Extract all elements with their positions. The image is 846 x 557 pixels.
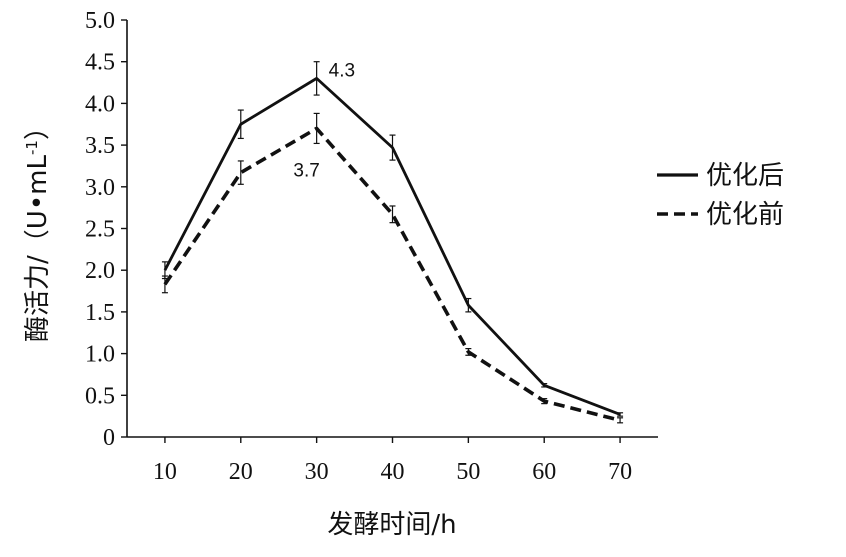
error-bar (465, 347, 472, 356)
y-tick-label: 1.0 (85, 342, 115, 368)
data-label: 3.7 (293, 160, 319, 181)
y-tick-label: 0 (103, 425, 115, 451)
x-ticks: 10 20 30 40 50 60 70 (153, 437, 632, 485)
y-axis-title-superscript: -1 (23, 140, 41, 155)
series-line-optimized-before (163, 126, 621, 423)
legend-label-optimized-before: 优化前 (706, 200, 784, 230)
x-tick-label: 10 (153, 459, 177, 485)
error-bar (161, 275, 168, 294)
legend: 优化后 优化前 (657, 161, 784, 230)
y-tick-label: 5.0 (85, 8, 115, 34)
y-axis-title-main: 酶活力/（U•mL (23, 155, 53, 342)
series-line-optimized-after (163, 76, 621, 416)
error-bar (237, 109, 244, 140)
x-tick-label: 30 (305, 459, 329, 485)
x-tick-label: 50 (456, 459, 480, 485)
error-bar (237, 160, 244, 185)
y-tick-label: 4.0 (85, 91, 115, 117)
error-bar (465, 297, 472, 313)
y-tick-label: 2.0 (85, 258, 115, 284)
legend-label-optimized-after: 优化后 (706, 161, 784, 191)
x-tick-label: 20 (229, 459, 253, 485)
error-bar (313, 61, 320, 96)
y-tick-label: 3.5 (85, 133, 115, 159)
error-bar (541, 383, 548, 388)
y-tick-label: 1.5 (85, 300, 115, 326)
y-axis-title-close: ） (23, 114, 53, 140)
y-tick-label: 0.5 (85, 383, 115, 409)
annotation-layer: 4.3 3.7 (293, 60, 355, 181)
x-tick-label: 60 (532, 459, 556, 485)
error-bar (541, 398, 548, 405)
error-bar (617, 417, 624, 424)
y-tick-label: 4.5 (85, 50, 115, 76)
series-layer (161, 61, 624, 424)
axes (126, 20, 658, 438)
x-axis-title: 发酵时间/h (327, 510, 456, 540)
x-tick-label: 40 (381, 459, 405, 485)
y-tick-label: 2.5 (85, 217, 115, 243)
error-bar (389, 205, 396, 224)
data-label: 4.3 (329, 60, 355, 81)
y-tick-label: 3.0 (85, 175, 115, 201)
x-tick-label: 70 (608, 459, 632, 485)
y-ticks: 0 0.5 1.0 1.5 2.0 2.5 3.0 3.5 4.0 4.5 5.0 (85, 8, 127, 451)
error-bar (389, 134, 396, 161)
y-axis-title: 酶活力/（U•mL-1） (23, 114, 53, 342)
error-bar (313, 112, 320, 145)
error-bar (617, 412, 624, 417)
